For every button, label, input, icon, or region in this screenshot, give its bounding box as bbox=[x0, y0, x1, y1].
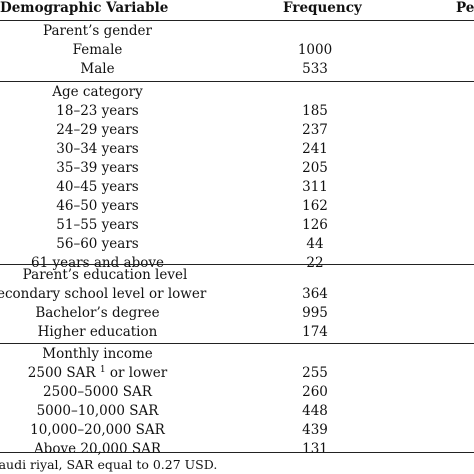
section-title-row: Parent’s education level bbox=[0, 266, 474, 285]
table-row: 56–60 years 44 bbox=[0, 235, 474, 254]
row-label: 2500–5000 SAR bbox=[43, 384, 152, 400]
row-frequency: 44 bbox=[306, 236, 324, 252]
section-title-income: Monthly income bbox=[42, 346, 153, 362]
row-frequency: 22 bbox=[306, 255, 324, 271]
section-title-row: Parent’s gender bbox=[0, 22, 474, 41]
table-footnote: Saudi riyal, SAR equal to 0.27 USD. bbox=[0, 457, 218, 472]
row-label: Secondary school level or lower bbox=[0, 286, 207, 302]
row-label: 46–50 years bbox=[56, 198, 139, 214]
header-percentage: Pe bbox=[456, 0, 474, 16]
row-label: 10,000–20,000 SAR bbox=[30, 422, 165, 438]
row-frequency: 439 bbox=[302, 422, 328, 438]
row-label: Male bbox=[80, 61, 115, 77]
row-frequency: 995 bbox=[302, 305, 328, 321]
row-frequency: 185 bbox=[302, 103, 328, 119]
header-demographic-variable: Demographic Variable bbox=[0, 0, 169, 16]
row-label: 24–29 years bbox=[56, 122, 139, 138]
row-frequency: 255 bbox=[302, 365, 328, 381]
row-frequency: 364 bbox=[302, 286, 328, 302]
section-title-gender: Parent’s gender bbox=[42, 23, 152, 39]
row-frequency: 533 bbox=[302, 61, 328, 77]
row-label: 30–34 years bbox=[56, 141, 139, 157]
table-row: Higher education 174 bbox=[0, 323, 474, 342]
row-frequency: 205 bbox=[302, 160, 328, 176]
table-row: 2500 SAR 1 or lower 255 bbox=[0, 364, 474, 383]
table-row: 24–29 years 237 bbox=[0, 121, 474, 140]
table-row: Female 1000 bbox=[0, 41, 474, 60]
row-frequency: 1000 bbox=[297, 42, 333, 58]
section-title-row: Monthly income bbox=[0, 345, 474, 364]
row-label-text: 2500 SAR bbox=[27, 365, 96, 381]
section-title-age: Age category bbox=[52, 84, 143, 100]
row-label: 51–55 years bbox=[56, 217, 139, 233]
header-rule bbox=[0, 20, 474, 21]
row-frequency: 237 bbox=[302, 122, 328, 138]
row-frequency: 162 bbox=[302, 198, 328, 214]
row-frequency: 241 bbox=[302, 141, 328, 157]
row-label: Female bbox=[72, 42, 123, 58]
table-row: 18–23 years 185 bbox=[0, 102, 474, 121]
table-row: Above 20,000 SAR 131 bbox=[0, 440, 474, 459]
table-row: 10,000–20,000 SAR 439 bbox=[0, 421, 474, 440]
row-label-suffix: or lower bbox=[105, 365, 168, 381]
table-row: 35–39 years 205 bbox=[0, 159, 474, 178]
table-row: Bachelor’s degree 995 bbox=[0, 304, 474, 323]
row-frequency: 311 bbox=[302, 179, 328, 195]
row-label: Above 20,000 SAR bbox=[33, 441, 162, 457]
footnote-marker: 1 bbox=[99, 365, 106, 375]
row-frequency: 126 bbox=[302, 217, 328, 233]
row-frequency: 260 bbox=[302, 384, 328, 400]
row-label: 61 years and above bbox=[31, 255, 164, 271]
table-row: Male 533 bbox=[0, 60, 474, 79]
header-frequency: Frequency bbox=[283, 0, 362, 16]
table-row: 40–45 years 311 bbox=[0, 178, 474, 197]
section-divider bbox=[0, 264, 474, 265]
section-title-row: Age category bbox=[0, 83, 474, 102]
table-row: 2500–5000 SAR 260 bbox=[0, 383, 474, 402]
row-frequency: 131 bbox=[302, 441, 328, 457]
section-divider bbox=[0, 81, 474, 82]
row-label: 56–60 years bbox=[56, 236, 139, 252]
table-row: 61 years and above 22 bbox=[0, 254, 474, 273]
row-label: 40–45 years bbox=[56, 179, 139, 195]
section-title-education: Parent’s education level bbox=[22, 267, 188, 283]
row-frequency: 448 bbox=[302, 403, 328, 419]
row-label: Higher education bbox=[37, 324, 158, 340]
row-label: 18–23 years bbox=[56, 103, 139, 119]
row-label: 5000–10,000 SAR bbox=[36, 403, 159, 419]
table-bottom-rule bbox=[0, 452, 474, 453]
table-row: 5000–10,000 SAR 448 bbox=[0, 402, 474, 421]
row-label: Bachelor’s degree bbox=[35, 305, 160, 321]
table-row: 46–50 years 162 bbox=[0, 197, 474, 216]
row-label: 35–39 years bbox=[56, 160, 139, 176]
table-row: 30–34 years 241 bbox=[0, 140, 474, 159]
section-divider bbox=[0, 343, 474, 344]
table-row: 51–55 years 126 bbox=[0, 216, 474, 235]
row-frequency: 174 bbox=[302, 324, 328, 340]
row-label: 2500 SAR 1 or lower bbox=[0, 364, 195, 383]
table-row: Secondary school level or lower 364 bbox=[0, 285, 474, 304]
